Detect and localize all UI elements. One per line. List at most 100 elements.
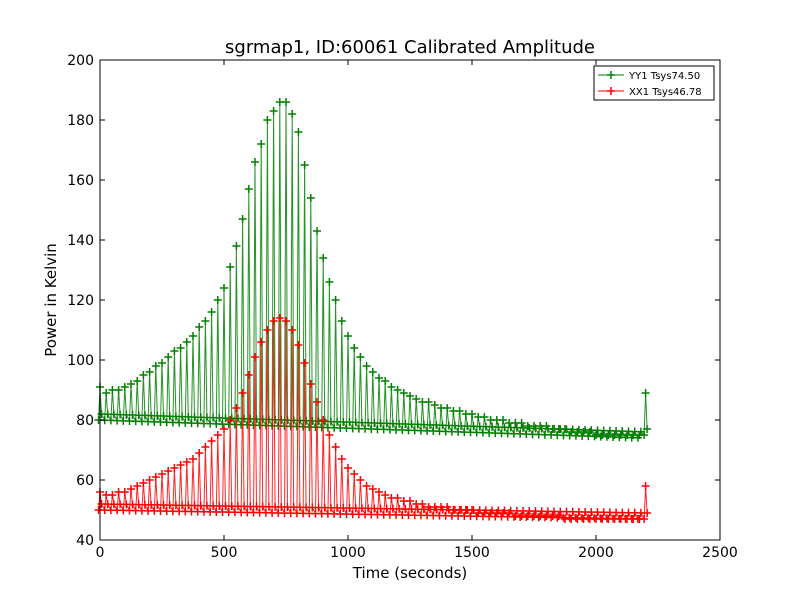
y-tick-label: 80 xyxy=(76,413,94,429)
data-point-marker xyxy=(238,389,247,397)
data-point-marker xyxy=(139,479,148,487)
data-point-marker xyxy=(294,341,303,349)
data-point-marker xyxy=(182,458,191,466)
data-point-marker xyxy=(313,398,321,406)
y-tick-label: 120 xyxy=(67,293,94,309)
data-point-marker xyxy=(288,326,297,334)
data-point-marker xyxy=(275,314,284,322)
data-point-marker xyxy=(350,470,359,478)
data-point-marker xyxy=(393,494,402,502)
legend-marker xyxy=(607,71,615,79)
data-point-marker xyxy=(313,227,321,235)
data-point-marker xyxy=(133,377,142,385)
data-point-marker xyxy=(430,401,439,409)
data-point-marker xyxy=(176,461,185,469)
data-point-marker xyxy=(319,416,328,424)
legend-label: XX1 Tsys46.78 xyxy=(629,87,702,98)
data-point-marker xyxy=(412,395,421,403)
data-point-marker xyxy=(387,383,396,391)
data-point-marker xyxy=(257,338,266,346)
y-tick-label: 140 xyxy=(67,233,94,249)
data-point-marker xyxy=(406,392,414,400)
data-point-marker xyxy=(375,488,383,496)
x-tick-label: 0 xyxy=(96,545,105,561)
series-layer xyxy=(94,98,652,523)
y-tick-label: 200 xyxy=(67,53,94,69)
data-point-marker xyxy=(102,389,111,397)
y-tick-label: 40 xyxy=(76,533,94,549)
data-point-marker xyxy=(207,308,216,316)
data-point-marker xyxy=(195,323,204,331)
data-point-marker xyxy=(356,353,365,361)
data-point-marker xyxy=(151,473,160,481)
data-point-marker xyxy=(189,332,197,340)
data-point-marker xyxy=(288,110,297,118)
data-point-marker xyxy=(643,509,652,517)
data-point-marker xyxy=(641,482,650,490)
data-point-marker xyxy=(418,500,427,508)
data-point-marker xyxy=(331,296,340,304)
data-point-marker xyxy=(269,317,278,325)
data-point-marker xyxy=(300,359,309,367)
data-point-marker xyxy=(176,344,185,352)
x-tick-label: 2000 xyxy=(578,545,614,561)
data-point-marker xyxy=(381,491,390,499)
data-point-marker xyxy=(282,317,290,325)
data-point-marker xyxy=(232,242,241,250)
data-point-marker xyxy=(468,410,476,418)
data-point-marker xyxy=(127,485,135,493)
data-point-marker xyxy=(257,140,266,148)
data-point-marker xyxy=(114,386,123,394)
data-point-marker xyxy=(120,383,129,391)
data-point-marker xyxy=(251,158,259,166)
data-point-marker xyxy=(207,437,216,445)
data-point-marker xyxy=(337,455,346,463)
data-point-marker xyxy=(294,128,303,136)
data-point-marker xyxy=(368,368,377,376)
y-tick-label: 160 xyxy=(67,173,94,189)
data-point-marker xyxy=(251,353,259,361)
data-point-marker xyxy=(201,317,210,325)
data-point-marker xyxy=(362,482,371,490)
data-point-marker xyxy=(641,389,650,397)
legend-marker xyxy=(607,87,615,95)
data-point-marker xyxy=(244,185,253,193)
data-point-marker xyxy=(499,416,507,424)
data-point-marker xyxy=(399,389,408,397)
data-point-marker xyxy=(282,98,290,106)
x-tick-label: 1500 xyxy=(454,545,490,561)
data-point-marker xyxy=(170,347,179,355)
data-point-marker xyxy=(182,338,191,346)
y-tick-label: 60 xyxy=(76,473,94,489)
series-2 xyxy=(94,314,652,523)
data-point-marker xyxy=(344,464,352,472)
data-point-marker xyxy=(362,362,371,370)
data-point-marker xyxy=(554,512,563,520)
y-tick-label: 100 xyxy=(67,353,94,369)
x-tick-label: 2500 xyxy=(702,545,738,561)
data-point-marker xyxy=(151,362,160,370)
data-point-marker xyxy=(213,431,222,439)
x-axis-ticks: 0 500 1000 1500 2000 2500 xyxy=(96,60,738,561)
x-axis-label: Time (seconds) xyxy=(352,564,468,582)
data-point-marker xyxy=(300,161,309,169)
data-point-marker xyxy=(220,425,228,433)
chart-title: sgrmap1, ID:60061 Calibrated Amplitude xyxy=(225,37,595,58)
data-point-marker xyxy=(145,368,154,376)
data-point-marker xyxy=(164,467,173,475)
legend-box xyxy=(593,65,715,101)
data-point-marker xyxy=(443,404,452,412)
data-point-marker xyxy=(133,482,142,490)
data-point-marker xyxy=(640,431,649,439)
data-point-marker xyxy=(319,254,328,262)
data-point-marker xyxy=(195,449,204,457)
data-point-marker xyxy=(393,386,402,394)
data-point-marker xyxy=(643,425,652,433)
data-point-marker xyxy=(640,515,649,523)
data-point-marker xyxy=(108,491,117,499)
data-point-marker xyxy=(424,398,433,406)
y-tick-label: 180 xyxy=(67,113,94,129)
data-point-marker xyxy=(585,428,594,436)
data-point-marker xyxy=(325,278,334,286)
data-point-marker xyxy=(158,359,166,367)
